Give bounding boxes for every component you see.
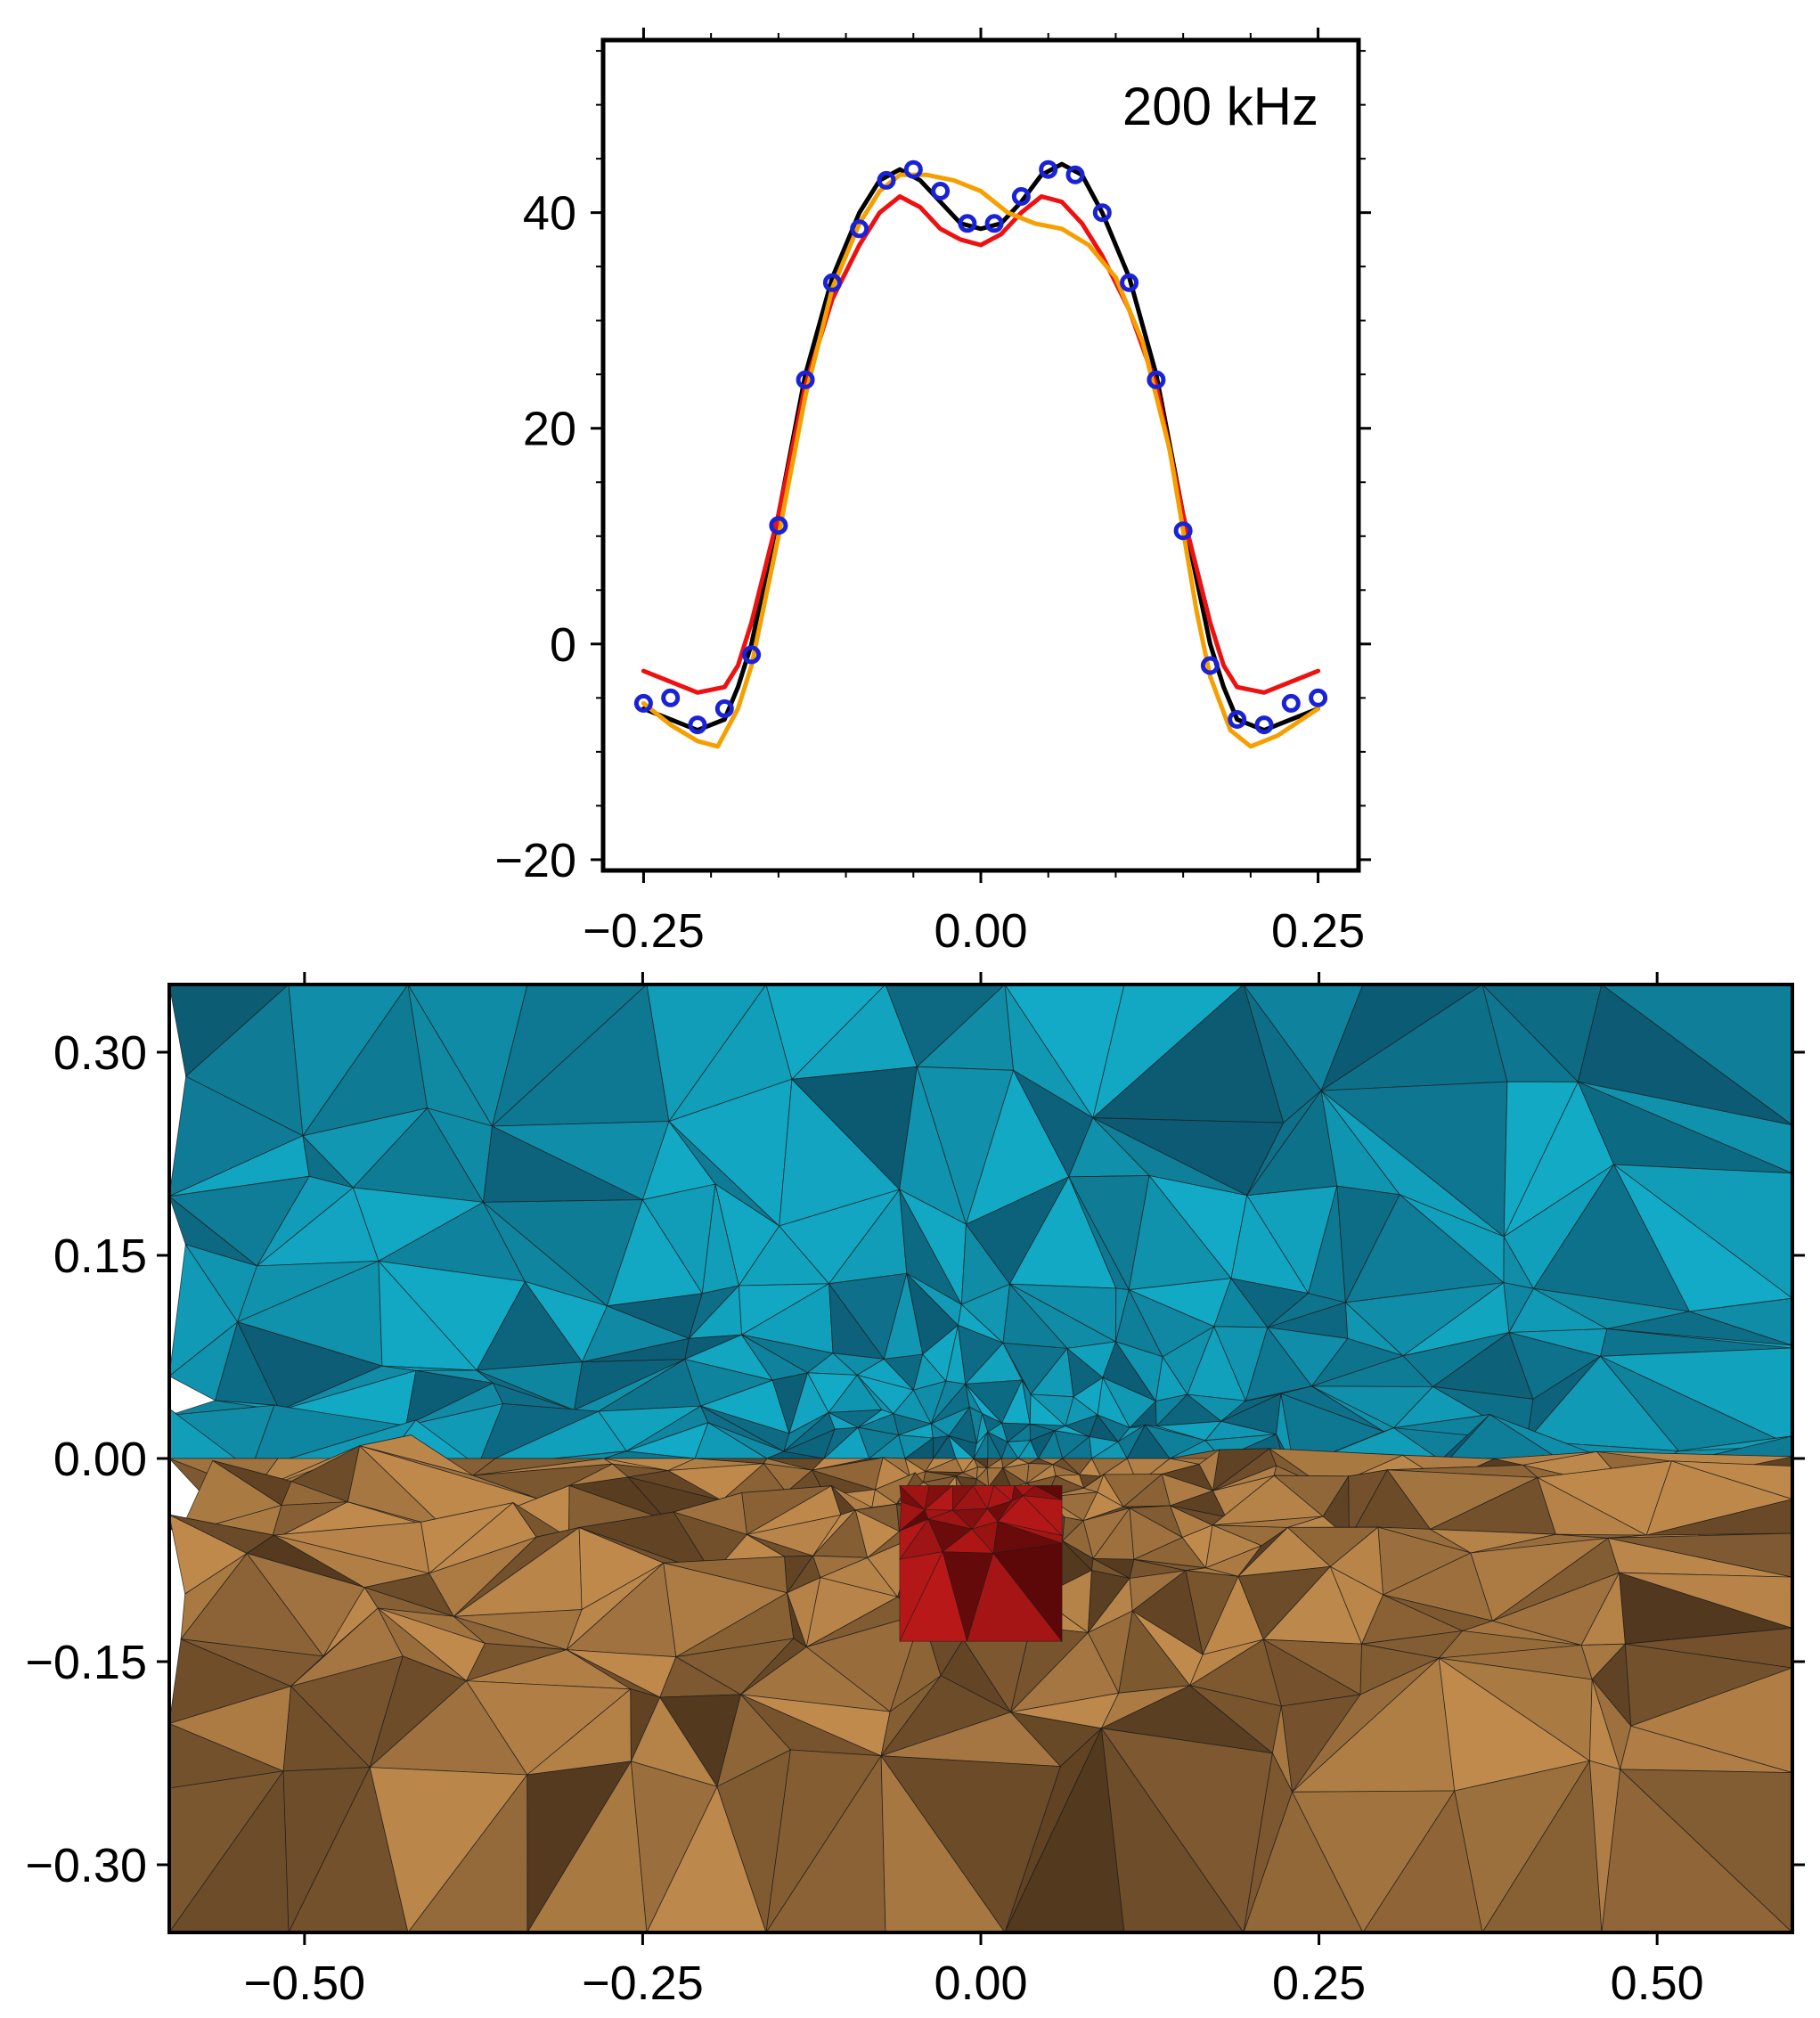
air-mesh-triangle [1606, 1328, 1792, 1349]
anomaly-mesh-triangle [1022, 1495, 1063, 1537]
mesh-plot: −0.50 −0.25 0.00 0.25 0.50 0.30 0.15 0.00 −0.15 −… [25, 972, 1805, 2010]
air-mesh-triangle [1601, 984, 1792, 1126]
air-mesh-triangle [1600, 1347, 1792, 1447]
ground-mesh-triangle [1646, 1499, 1792, 1536]
data-point-marker [1309, 688, 1328, 707]
x-tick-label: 0.25 [1271, 904, 1365, 958]
anomaly-mesh-triangle [992, 1542, 1063, 1643]
y-tick-label: 20 [523, 403, 576, 456]
y-tick-label: −0.30 [25, 1839, 147, 1892]
data-point-marker [661, 688, 681, 707]
x-tick-label: −0.25 [583, 904, 705, 958]
air-mesh-triangle [1612, 1164, 1792, 1299]
data-point-marker [931, 182, 951, 200]
data-point-marker [877, 170, 896, 190]
data-point-marker [903, 159, 923, 179]
ground-mesh-triangle [1619, 1572, 1792, 1629]
series-line-1 [641, 194, 1321, 695]
x-tick-label: −0.25 [582, 1957, 704, 2010]
profile-axes: −20 0 20 40 −0.25 0.00 0.25 [494, 28, 1371, 958]
x-tick-label: 0.50 [1611, 1957, 1704, 2010]
x-tick-label: 0.25 [1272, 1957, 1366, 2010]
y-tick-label: −0.15 [25, 1636, 147, 1689]
ground-mesh-triangle [1619, 1769, 1792, 1932]
data-point-marker [714, 699, 734, 718]
data-point-marker [822, 273, 842, 292]
air-mesh-triangle [1578, 1081, 1792, 1174]
x-tick-label: −0.50 [244, 1957, 366, 2010]
y-tick-label: −20 [494, 834, 576, 887]
data-point-marker [958, 214, 977, 233]
data-point-marker [1254, 715, 1274, 735]
data-point-marker [1281, 693, 1301, 713]
data-point-marker [1065, 165, 1085, 184]
data-point-marker [1092, 203, 1112, 223]
air-mesh-triangle [1689, 1297, 1792, 1346]
profile-series-group [633, 159, 1328, 749]
data-point-marker [769, 516, 788, 535]
y-tick-label: 0.30 [53, 1026, 147, 1080]
anomaly-mesh-triangle [1034, 1485, 1063, 1500]
profile-chart: −20 0 20 40 −0.25 0.00 0.25 200 kHz [494, 28, 1371, 958]
data-point-marker [1147, 370, 1166, 389]
x-tick-label: 0.00 [934, 904, 1027, 958]
y-tick-label: 0.15 [53, 1230, 147, 1283]
data-point-marker [742, 645, 762, 665]
air-mesh-triangle [1678, 1435, 1792, 1451]
series-line-0 [641, 161, 1321, 733]
data-point-marker [984, 214, 1004, 233]
data-point-marker [633, 693, 653, 713]
mesh-axes: −0.50 −0.25 0.00 0.25 0.50 0.30 0.15 0.00 −0.15 −… [25, 972, 1805, 2010]
y-tick-label: 0 [550, 618, 576, 672]
data-point-marker [1011, 187, 1031, 206]
data-point-marker [1039, 159, 1058, 179]
data-point-marker [796, 370, 815, 389]
data-point-marker [1200, 656, 1220, 675]
data-point-marker [688, 715, 707, 735]
frequency-annotation: 200 kHz [1122, 77, 1318, 136]
ground-mesh-triangle [1625, 1627, 1792, 1669]
anomaly-mesh-triangle [998, 1521, 1063, 1544]
data-point-marker [1228, 710, 1247, 729]
y-tick-label: 40 [523, 187, 576, 241]
data-point-marker [1173, 521, 1193, 541]
ground-mesh-triangle [1671, 1460, 1792, 1500]
y-tick-label: 0.00 [53, 1433, 147, 1486]
ground-mesh-triangle [1608, 1532, 1792, 1578]
data-point-marker [1120, 273, 1139, 292]
x-tick-label: 0.00 [934, 1957, 1027, 2010]
series-line-2 [641, 172, 1321, 749]
ground-mesh-triangle [1629, 1667, 1792, 1774]
mesh-triangles [169, 984, 1792, 1932]
data-point-marker [850, 219, 869, 239]
